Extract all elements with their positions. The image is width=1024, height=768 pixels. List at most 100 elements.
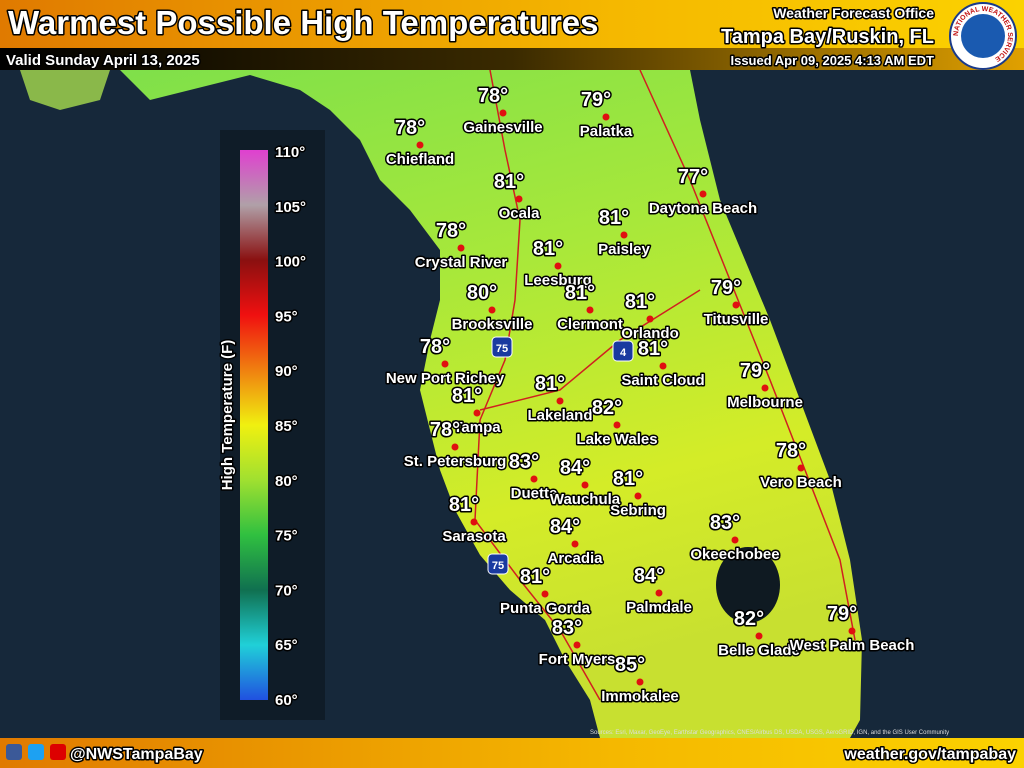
city-name: Gainesville bbox=[463, 119, 542, 136]
city-temp: 81° bbox=[599, 207, 629, 229]
city-name: Lake Wales bbox=[576, 431, 657, 448]
city-dot bbox=[451, 443, 459, 451]
city-temp: 83° bbox=[509, 451, 539, 473]
city-temp: 81° bbox=[613, 468, 643, 490]
city-temp: 79° bbox=[581, 89, 611, 111]
city-temp: 84° bbox=[550, 516, 580, 538]
social-handle[interactable]: @NWSTampaBay bbox=[69, 745, 205, 765]
city-dot bbox=[634, 492, 642, 500]
youtube-icon[interactable] bbox=[50, 744, 66, 760]
legend-tick: 80° bbox=[275, 473, 298, 490]
city-name: Saint Cloud bbox=[621, 372, 704, 389]
city-name: New Port Richey bbox=[386, 370, 505, 387]
city-name: Clermont bbox=[557, 316, 623, 333]
city-temp: 81° bbox=[533, 238, 563, 260]
city-dot bbox=[416, 141, 424, 149]
city-dot bbox=[457, 244, 465, 252]
nws-logo: NATIONAL WEATHER SERVICE bbox=[949, 2, 1017, 70]
website[interactable]: weather.gov/tampabay bbox=[842, 745, 1018, 765]
city-dot bbox=[541, 590, 549, 598]
city-name: Titusville bbox=[704, 311, 769, 328]
roads bbox=[474, 69, 856, 701]
city-name: Lakeland bbox=[527, 407, 592, 424]
city-name: West Palm Beach bbox=[790, 637, 915, 654]
legend-title: High Temperature (F) bbox=[219, 340, 236, 491]
city-temp: 83° bbox=[552, 617, 582, 639]
city-dot bbox=[473, 409, 481, 417]
city-temp: 81° bbox=[625, 291, 655, 313]
city-dot bbox=[646, 315, 654, 323]
city-temp: 79° bbox=[711, 277, 741, 299]
city-dot bbox=[488, 306, 496, 314]
legend-tick: 110° bbox=[275, 144, 305, 161]
city-dot bbox=[613, 421, 621, 429]
city-name: Ocala bbox=[499, 205, 541, 222]
city-name: Sarasota bbox=[442, 528, 506, 545]
legend-color-bar bbox=[240, 150, 268, 700]
city-temp: 78° bbox=[478, 85, 508, 107]
city-temp: 78° bbox=[395, 117, 425, 139]
city-temp: 84° bbox=[634, 565, 664, 587]
city-dot bbox=[602, 113, 610, 121]
city-dot bbox=[655, 589, 663, 597]
city-name: Belle Glade bbox=[718, 642, 800, 659]
city-dot bbox=[556, 397, 564, 405]
city-temp: 78° bbox=[776, 440, 806, 462]
city-temp: 78° bbox=[420, 336, 450, 358]
city-temp: 78° bbox=[430, 419, 460, 441]
valid-time: Valid Sunday April 13, 2025 bbox=[6, 52, 200, 69]
city-dot bbox=[571, 540, 579, 548]
city-dot bbox=[515, 195, 523, 203]
legend-tick: 95° bbox=[275, 308, 298, 325]
city-temp: 82° bbox=[734, 608, 764, 630]
city-name: Palatka bbox=[580, 123, 633, 140]
header-bar bbox=[0, 0, 1024, 48]
city-name: Tampa bbox=[453, 419, 501, 436]
city-dot bbox=[586, 306, 594, 314]
city-temp: 81° bbox=[452, 385, 482, 407]
legend-tick: 75° bbox=[275, 528, 298, 545]
city-dot bbox=[499, 109, 507, 117]
city-name: Vero Beach bbox=[760, 474, 842, 491]
city-dot bbox=[581, 481, 589, 489]
city-dot bbox=[732, 301, 740, 309]
city-dot bbox=[848, 627, 856, 635]
city-dot bbox=[530, 475, 538, 483]
city-dot bbox=[755, 632, 763, 640]
city-temp: 81° bbox=[494, 171, 524, 193]
legend-tick: 100° bbox=[275, 254, 306, 271]
city-temp: 84° bbox=[560, 457, 590, 479]
city-name: Wauchula bbox=[550, 491, 621, 508]
interstate-shield bbox=[487, 553, 509, 575]
legend-tick: 105° bbox=[275, 199, 306, 216]
twitter-icon[interactable] bbox=[28, 744, 44, 760]
city-name: Fort Myers bbox=[539, 651, 616, 668]
city-name: Daytona Beach bbox=[649, 200, 757, 217]
interstate-shield bbox=[491, 336, 513, 358]
city-name: Okeechobee bbox=[690, 546, 779, 563]
city-temp: 80° bbox=[467, 282, 497, 304]
footer-bar bbox=[0, 738, 1024, 768]
city-temp: 81° bbox=[449, 494, 479, 516]
interstate-number: 4 bbox=[620, 347, 627, 359]
city-dot bbox=[470, 518, 478, 526]
city-dot bbox=[441, 360, 449, 368]
facebook-icon[interactable] bbox=[6, 744, 22, 760]
city-dot bbox=[797, 464, 805, 472]
city-temp: 78° bbox=[436, 220, 466, 242]
city-dot bbox=[699, 190, 707, 198]
city-name: St. Petersburg bbox=[404, 453, 507, 470]
city-temp: 85° bbox=[615, 654, 645, 676]
title: Warmest Possible High Temperatures bbox=[8, 4, 599, 41]
city-name: Duette bbox=[511, 485, 558, 502]
city-temp: 81° bbox=[535, 373, 565, 395]
issued: Issued Apr 09, 2025 4:13 AM EDT bbox=[730, 53, 934, 68]
panhandle-land bbox=[20, 70, 110, 110]
city-temp: 81° bbox=[638, 338, 668, 360]
office-line: Weather Forecast Office bbox=[773, 5, 934, 21]
interstate-shield bbox=[612, 340, 634, 362]
city-dot bbox=[731, 536, 739, 544]
city-temp: 77° bbox=[678, 166, 708, 188]
legend-tick: 70° bbox=[275, 582, 298, 599]
